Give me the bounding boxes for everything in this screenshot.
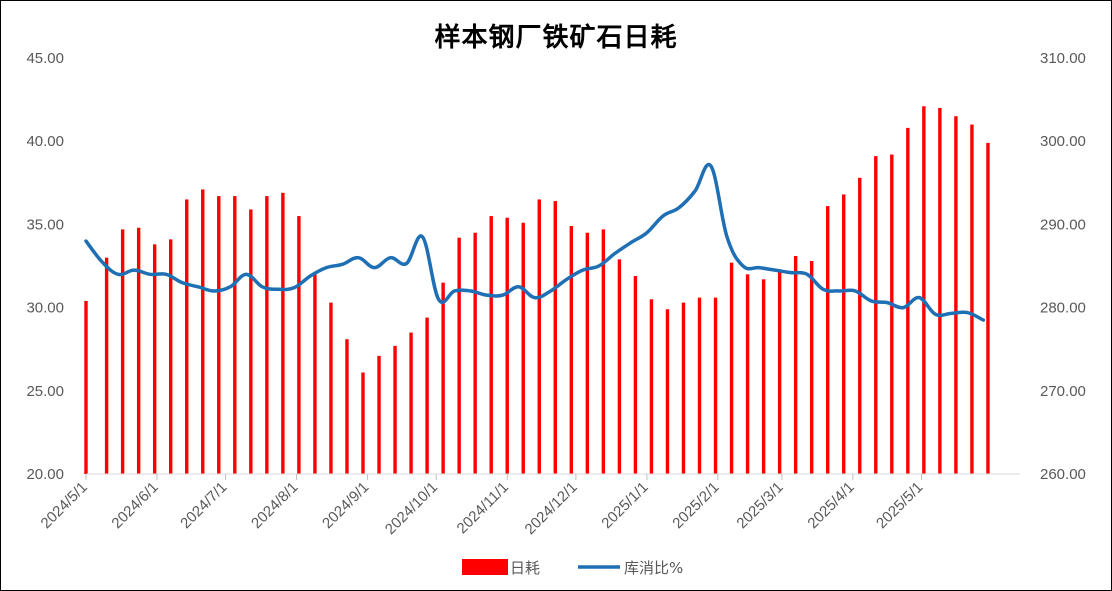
bar: [842, 194, 846, 474]
x-axis-ticks: 2024/5/1 2024/6/1 2024/7/1 2024/8/1 2024/9/1…: [38, 474, 926, 538]
left-tick-label: 45.00: [26, 50, 64, 67]
x-tick-label: 2024/10/1: [382, 479, 441, 538]
bar-series-group: [84, 106, 990, 475]
left-tick-label: 30.00: [26, 300, 64, 317]
bar: [793, 256, 798, 474]
bar: [281, 192, 285, 474]
bar: [265, 196, 269, 474]
bar: [425, 317, 429, 474]
bar: [922, 106, 926, 475]
bar: [104, 257, 109, 474]
x-tick-label: 2025/3/1: [733, 479, 786, 532]
bar: [761, 279, 766, 474]
right-tick-label: 270.00: [1040, 383, 1086, 400]
x-tick-label: 2024/6/1: [108, 479, 161, 532]
bar: [297, 216, 301, 474]
bar: [505, 217, 509, 474]
left-tick-label: 35.00: [26, 216, 64, 233]
bar: [249, 209, 253, 474]
bar: [890, 154, 894, 474]
left-tick-label: 25.00: [26, 383, 64, 400]
bar: [441, 282, 445, 474]
legend-label-bar: 日耗: [510, 559, 540, 577]
bar: [233, 196, 237, 474]
x-tick-label: 2024/7/1: [177, 479, 230, 532]
right-axis-ticks: 260.00 270.00 280.00 290.00 300.00 310.00: [1040, 50, 1086, 483]
bar: [553, 201, 557, 474]
bar: [938, 107, 942, 475]
bar: [152, 244, 157, 474]
right-tick-label: 290.00: [1040, 216, 1086, 233]
bar: [361, 372, 365, 474]
x-tick-label: 2025/4/1: [804, 479, 857, 532]
legend: 日耗 库消比%: [462, 559, 683, 577]
bar: [409, 332, 413, 474]
bar: [858, 177, 862, 475]
bar: [809, 261, 814, 474]
bar: [826, 206, 830, 474]
bar: [457, 237, 461, 474]
bar: [713, 297, 718, 474]
line-series-group: [84, 162, 986, 322]
bar: [745, 274, 750, 474]
bar: [649, 299, 654, 474]
right-tick-label: 310.00: [1040, 50, 1086, 67]
bar: [313, 274, 317, 474]
right-tick-label: 260.00: [1040, 466, 1086, 483]
x-tick-label: 2024/12/1: [522, 479, 581, 538]
bar: [217, 196, 221, 474]
bar: [585, 232, 590, 474]
bar: [681, 302, 686, 474]
x-tick-label: 2025/1/1: [598, 479, 651, 532]
bar: [986, 142, 990, 474]
x-tick-label: 2024/9/1: [319, 479, 372, 532]
x-tick-label: 2024/11/1: [454, 479, 512, 537]
bar: [120, 229, 125, 474]
bar: [473, 232, 477, 474]
legend-label-line: 库消比%: [624, 559, 683, 577]
x-tick-label: 2024/5/1: [38, 479, 91, 532]
bar: [329, 302, 333, 474]
bar: [489, 216, 493, 474]
legend-swatch-bar: [462, 559, 508, 575]
bar: [617, 259, 622, 474]
chart-title: 样本钢厂铁矿石日耗: [434, 23, 678, 53]
bar: [874, 156, 878, 474]
bar: [569, 226, 574, 474]
bar: [537, 199, 541, 474]
x-tick-label: 2024/8/1: [248, 479, 301, 532]
bar: [970, 124, 974, 474]
right-tick-label: 300.00: [1040, 133, 1086, 150]
bar: [601, 229, 606, 474]
bar: [665, 309, 670, 474]
bar: [345, 339, 349, 474]
bar: [201, 189, 205, 474]
bar: [777, 269, 782, 474]
bar: [697, 297, 702, 474]
bar: [393, 345, 397, 474]
bar: [906, 127, 910, 474]
left-tick-label: 20.00: [26, 466, 64, 483]
left-tick-label: 40.00: [26, 133, 64, 150]
bar: [954, 116, 958, 475]
bar: [633, 275, 638, 474]
x-tick-label: 2025/2/1: [669, 479, 722, 532]
bar: [521, 222, 525, 474]
right-tick-label: 280.00: [1040, 300, 1086, 317]
x-tick-label: 2025/5/1: [873, 479, 926, 532]
bar: [185, 199, 189, 474]
left-axis-ticks: 20.00 25.00 30.00 35.00 40.00 45.00: [26, 50, 64, 483]
line-series-path: [84, 162, 986, 322]
bar: [729, 262, 734, 474]
bar: [84, 300, 88, 474]
bar: [169, 239, 173, 474]
bar: [377, 355, 381, 474]
bar: [136, 227, 141, 474]
